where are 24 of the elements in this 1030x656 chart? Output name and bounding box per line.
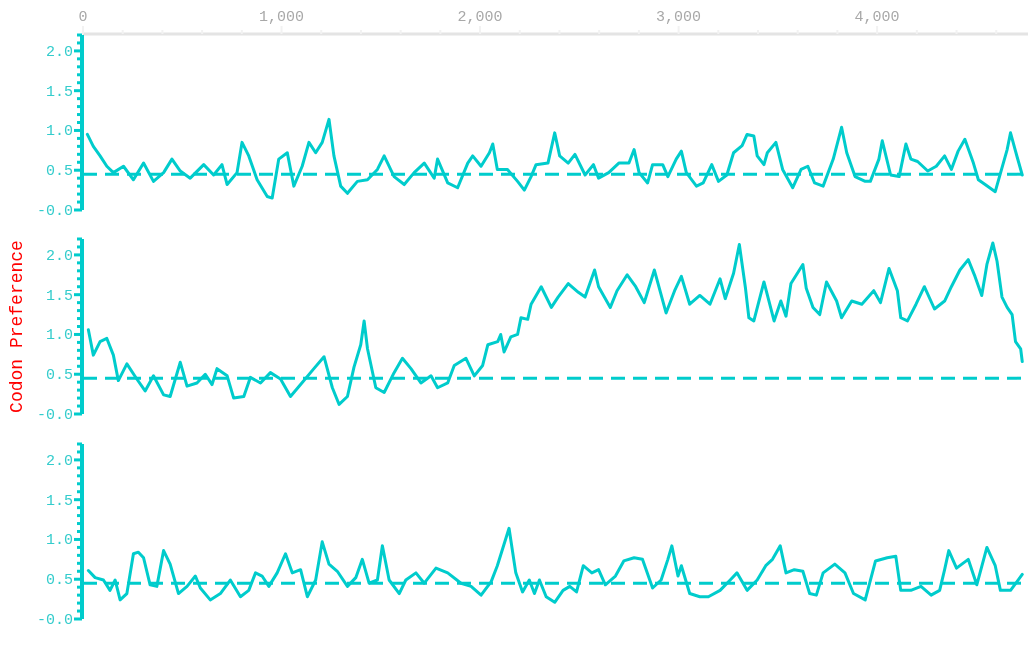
x-tick-label: 2,000 — [457, 9, 503, 26]
y-tick-label: 0.5 — [45, 572, 73, 590]
y-tick-label: 0.5 — [45, 367, 73, 385]
y-tick-label: 1.0 — [45, 123, 73, 141]
y-tick-label: -0.0 — [36, 203, 73, 220]
y-tick-label: 2.0 — [45, 452, 73, 470]
y-tick-label: 2.0 — [45, 247, 73, 265]
x-tick-label: 3,000 — [656, 9, 702, 26]
y-tick-label: 2.0 — [45, 43, 73, 61]
y-tick-label: 0.5 — [45, 163, 73, 181]
line-series — [85, 117, 1024, 200]
y-tick-label: -0.0 — [36, 612, 73, 629]
y-tick-label: 1.0 — [45, 327, 73, 345]
y-tick-label: 1.5 — [45, 492, 73, 510]
y-tick-label: 1.0 — [45, 532, 73, 550]
y-axis-title: Codon Preference — [7, 240, 27, 413]
line-series — [86, 526, 1024, 604]
y-tick-label: 1.5 — [45, 287, 73, 305]
y-tick-label: -0.0 — [36, 407, 73, 424]
y-tick-label: 1.5 — [45, 83, 73, 101]
x-tick-label: 4,000 — [854, 9, 900, 26]
line-series — [86, 241, 1024, 406]
x-tick-label: 0 — [78, 9, 88, 26]
x-tick-label: 1,000 — [259, 9, 305, 26]
